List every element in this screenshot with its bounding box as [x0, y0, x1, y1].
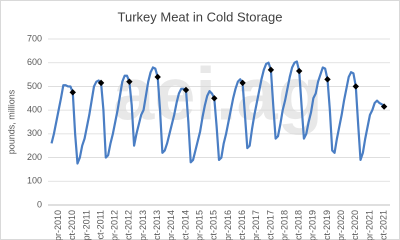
marker — [295, 67, 303, 75]
marker — [126, 78, 133, 85]
grid — [48, 38, 390, 206]
x-tick-label: Oct-2017 — [265, 210, 275, 240]
x-tick-label: Oct-2015 — [209, 210, 219, 240]
x-tick-label: Oct-2016 — [237, 210, 247, 240]
y-tick-label: 500 — [27, 81, 42, 91]
marker — [69, 89, 76, 96]
x-tick-label: Oct-2012 — [124, 210, 134, 240]
y-tick-label: 0 — [37, 199, 42, 209]
x-tick-label: Oct-2010 — [67, 210, 77, 240]
chart-title: Turkey Meat in Cold Storage — [118, 9, 283, 24]
marker — [267, 66, 275, 74]
x-tick-label: Oct-2020 — [350, 210, 360, 240]
x-tick-label: Apr-2016 — [223, 210, 233, 240]
x-tick-label: Oct-2011 — [95, 210, 105, 240]
x-tick-label: Apr-2014 — [166, 210, 176, 240]
x-tick-label: Apr-2011 — [81, 210, 91, 240]
y-tick-label: 700 — [27, 33, 42, 43]
x-tick-label: Oct-2021 — [378, 210, 388, 240]
plot — [50, 60, 388, 165]
marker — [154, 73, 161, 81]
x-tick-label: Apr-2019 — [308, 210, 318, 240]
marker — [182, 86, 190, 94]
marker — [211, 95, 218, 102]
x-tick-label: Apr-2018 — [279, 210, 289, 240]
x-tick-label: Apr-2020 — [336, 210, 346, 240]
y-tick-label: 300 — [27, 128, 42, 138]
x-tick-label: Apr-2010 — [53, 210, 63, 240]
x-tick-label: Apr-2013 — [138, 210, 148, 240]
line — [50, 60, 385, 165]
y-axis-label: pounds, millions — [6, 89, 16, 154]
x-tick-label: Oct-2019 — [322, 210, 332, 240]
x-tick-label: Oct-2014 — [180, 210, 190, 240]
x-tick-label: Oct-2013 — [152, 210, 162, 240]
x-tick-label: Apr-2017 — [251, 210, 261, 240]
marker — [239, 79, 246, 87]
x-tick-label: Apr-2021 — [364, 210, 374, 240]
marker — [380, 103, 388, 110]
x-tick-label: Apr-2015 — [195, 210, 205, 240]
y-tick-label: 200 — [27, 152, 42, 162]
marker — [324, 76, 331, 83]
x-tick-label: Oct-2018 — [294, 210, 304, 240]
y-tick-label: 600 — [27, 57, 42, 67]
y-tick-label: 400 — [27, 105, 42, 115]
x-tick-label: Apr-2012 — [110, 210, 120, 240]
marker — [352, 83, 359, 90]
y-tick-label: 100 — [27, 176, 42, 186]
marker — [97, 79, 105, 87]
watermark: aei.ag — [113, 53, 323, 136]
